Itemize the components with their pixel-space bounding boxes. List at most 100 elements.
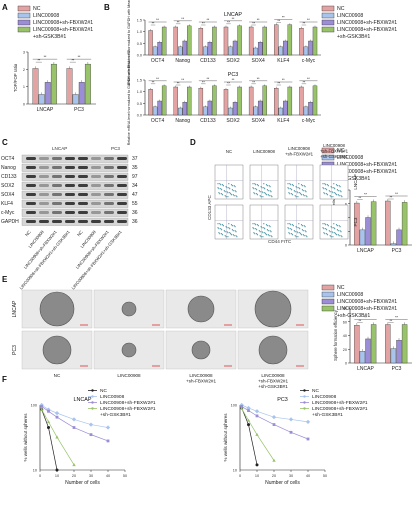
legend-swatch [17,12,31,19]
data-point [246,405,251,411]
bar [283,40,288,56]
category-label: LNCAP [357,248,374,254]
wb-band [39,193,49,196]
flow-dot [259,191,261,193]
flow-cytometry: CD44 FITC CD133 APC NC LNCAP PC3 LINC00908 L… [207,143,358,244]
flow-dot [325,228,327,230]
flow-dot [328,230,330,232]
data-point [72,426,76,429]
legend-marker [303,395,306,398]
sphere [121,301,137,317]
flow-dot [292,185,294,187]
wb-band [78,166,88,169]
bar [152,46,158,56]
legend-label: NC [312,388,319,394]
wb-strip [21,208,129,217]
bar [303,46,309,56]
x-tick-label: 50 [123,474,127,478]
flow-dot [298,187,300,189]
flow-dot [335,194,338,196]
flow-dot [268,235,270,237]
data-point [47,409,50,413]
bar [173,26,178,56]
flow-dot [337,194,339,196]
flow-dot [261,227,263,229]
flow-dot [291,229,293,231]
flow-dot [329,195,331,197]
flow-dot [221,189,223,191]
wb-strip [21,181,129,190]
flow-dot [256,229,258,231]
flow-dot [218,232,220,234]
flow-dot [221,234,224,236]
wb-band [26,193,36,196]
bar [187,25,192,56]
legend-label: NC [337,148,345,154]
wb-band [78,193,88,196]
flow-dot [254,193,256,195]
sig-mark: ** [156,18,159,22]
flow-dot [230,234,233,236]
flow-dot [295,226,297,228]
flow-dot [256,234,259,236]
legend-label: LINC00908+sh-FBXW2#1 [337,306,397,312]
flow-dot [252,187,254,189]
wb-band [104,193,114,196]
x-tick-label: 0 [39,474,41,478]
series-line [241,406,309,440]
data-point [40,405,44,408]
sig-mark: ** [44,55,47,59]
flow-dot [325,224,327,226]
bar [253,106,258,116]
flow-dot [263,183,265,185]
sig-mark: ** [359,319,362,323]
flow-dot [222,225,224,227]
x-tick-label: 40 [306,474,310,478]
flow-dot [322,183,324,185]
flow-dot [231,225,233,227]
flow-dot [265,184,268,186]
flow-dot [219,183,221,185]
data-point [272,423,276,426]
category-label: c-Myc [302,118,316,124]
x-tick-label: 20 [272,474,276,478]
flow-dot [306,236,308,238]
flow-dot [262,192,264,194]
flow-dot [291,234,294,236]
data-point [106,439,110,443]
bar [278,46,284,56]
flow-dot [236,196,238,198]
legend-label: LINC00908+sh-FBXW2#1 [33,27,93,33]
wb-band [104,220,114,223]
series-line [41,409,58,471]
flow-dot [339,226,341,228]
flow-dot [234,190,236,192]
flow-dot [270,195,272,197]
flow-dot [291,184,294,186]
flow-dot [254,233,256,235]
flow-dot [270,191,272,193]
flow-dot [258,190,260,192]
flow-col-label: LINC00908 [253,149,275,154]
sig-mark: ** [282,78,285,82]
wb-row-label: SOX4 [1,192,15,198]
flow-dot [295,196,297,198]
wb-band [39,157,49,160]
wb-row-label: KLF4 [1,201,13,207]
data-point [246,418,251,422]
y-tick-label: 10 [33,469,37,473]
wb-band [78,157,88,160]
bar [370,324,377,364]
flow-dot [304,186,306,188]
y-tick-label: 0 [23,103,25,107]
sphere-col-label: +sh-GSK3B#1 [258,384,288,389]
bar [308,101,313,116]
wb-band [104,166,114,169]
bar [157,41,162,56]
flow-dot [236,236,238,238]
sphere [121,342,137,358]
flow-dot [221,233,223,235]
wb-strip [21,199,129,208]
bar [287,86,293,116]
